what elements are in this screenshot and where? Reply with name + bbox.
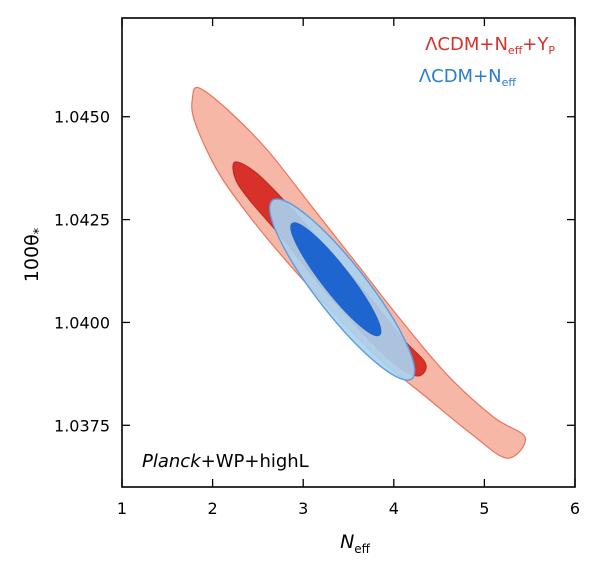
confidence-regions	[191, 86, 527, 459]
y-tick-label: 1.0400	[54, 313, 110, 332]
x-tick-label: 2	[208, 499, 218, 518]
legend-red-sub2: P	[548, 44, 555, 57]
data-annotation: Planck+WP+highL	[142, 451, 309, 472]
legend-red-mid: +Y	[522, 34, 549, 55]
axis-ticks	[121, 18, 576, 487]
y-axis-label-main: 100θ	[21, 234, 43, 282]
x-axis-label: Neff	[340, 531, 371, 556]
x-tick-label: 1	[117, 499, 127, 518]
legend-red-sub1: eff	[508, 44, 523, 57]
legend-entry-lcdm-neff: ΛCDM+Neff	[419, 66, 517, 89]
legend-red-main: ΛCDM+N	[425, 34, 508, 55]
x-tick-label: 3	[298, 499, 308, 518]
y-axis-label-sub: *	[32, 227, 47, 234]
x-tick-label: 5	[479, 499, 489, 518]
legend-entry-lcdm-neff-yp: ΛCDM+Neff+YP	[425, 34, 555, 57]
x-tick-label: 4	[389, 499, 399, 518]
y-tick-label: 1.0425	[54, 211, 110, 230]
annotation-rest: +WP+highL	[201, 451, 309, 472]
plot-frame	[121, 17, 576, 488]
series-1-contour-68	[290, 222, 382, 337]
y-tick-label: 1.0450	[54, 108, 110, 127]
y-tick-label: 1.0375	[54, 416, 110, 435]
x-axis-label-main: N	[340, 531, 354, 553]
y-axis-label: 100θ*	[21, 227, 47, 282]
tick-labels: 1 2 3 4 5 6 1.0375 1.0400 1.0425 1.0450	[54, 108, 580, 518]
x-axis-label-sub: eff	[354, 542, 370, 556]
legend-blue-main: ΛCDM+N	[419, 66, 502, 87]
legend-blue-sub1: eff	[502, 76, 517, 89]
x-tick-label: 6	[570, 499, 580, 518]
annotation-italic: Planck	[142, 451, 202, 472]
